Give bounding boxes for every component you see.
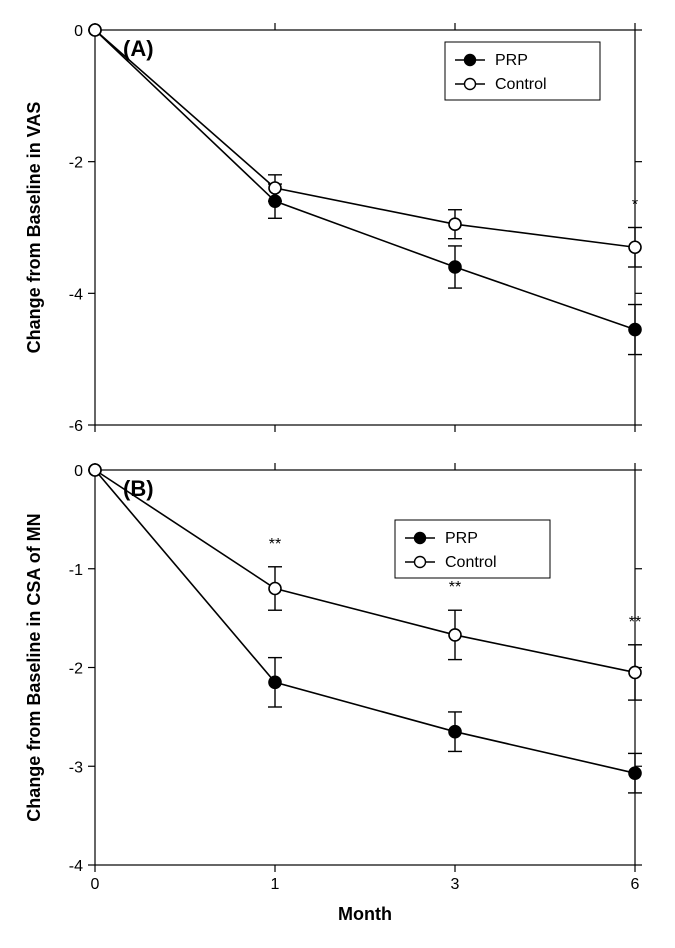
data-marker-PRP [449, 726, 461, 738]
plot-frame [95, 470, 635, 865]
data-marker-PRP [629, 324, 641, 336]
y-tick-label: -2 [69, 155, 83, 172]
data-marker-Control [449, 218, 461, 230]
y-tick-label: -2 [69, 661, 83, 678]
data-marker-Control [269, 583, 281, 595]
y-tick-label: -6 [69, 418, 83, 435]
data-marker-PRP [449, 261, 461, 273]
y-axis-label: Change from Baseline in CSA of MN [24, 513, 44, 821]
significance-marker: ** [629, 614, 641, 631]
x-tick-label: 6 [631, 876, 640, 893]
x-axis-label: Month [338, 904, 392, 924]
line-chart-figure: -6 -4 -2 0 Change from Baseline in VAS (A) * PR… [0, 0, 675, 948]
y-tick-label: -1 [69, 562, 83, 579]
y-tick-label: -3 [69, 759, 83, 776]
significance-marker: * [632, 197, 638, 214]
y-tick-label: 0 [74, 23, 83, 40]
legend-label: Control [495, 76, 547, 93]
data-marker-Control [269, 182, 281, 194]
x-tick-label: 1 [271, 876, 280, 893]
data-marker-Control [449, 629, 461, 641]
panel-A: -6 -4 -2 0 Change from Baseline in VAS (A) * PR… [24, 23, 642, 435]
series-line-Control [95, 470, 635, 672]
data-marker-Control [89, 464, 101, 476]
panel-label: (A) [123, 36, 154, 61]
legend: PRP Control [395, 520, 550, 578]
legend-label: PRP [445, 530, 478, 547]
panel-B: -4 -3 -2 -1 0 0 1 3 6 Change from Baseline in CSA… [24, 463, 642, 893]
y-axis-label: Change from Baseline in VAS [24, 102, 44, 354]
legend-marker-icon [415, 533, 426, 544]
data-marker-PRP [269, 676, 281, 688]
legend-marker-icon [415, 557, 426, 568]
data-marker-Control [89, 24, 101, 36]
x-tick-label: 0 [91, 876, 100, 893]
x-tick-label: 3 [451, 876, 460, 893]
legend-marker-icon [465, 55, 476, 66]
significance-marker: ** [269, 536, 281, 553]
legend-label: Control [445, 554, 497, 571]
y-tick-label: 0 [74, 463, 83, 480]
data-marker-PRP [629, 767, 641, 779]
data-marker-Control [629, 666, 641, 678]
legend-marker-icon [465, 79, 476, 90]
data-marker-Control [629, 241, 641, 253]
y-tick-label: -4 [69, 858, 83, 875]
y-tick-label: -4 [69, 286, 83, 303]
legend: PRP Control [445, 42, 600, 100]
significance-marker: ** [449, 579, 461, 596]
series-line-PRP [95, 470, 635, 773]
panel-label: (B) [123, 476, 154, 501]
legend-label: PRP [495, 52, 528, 69]
